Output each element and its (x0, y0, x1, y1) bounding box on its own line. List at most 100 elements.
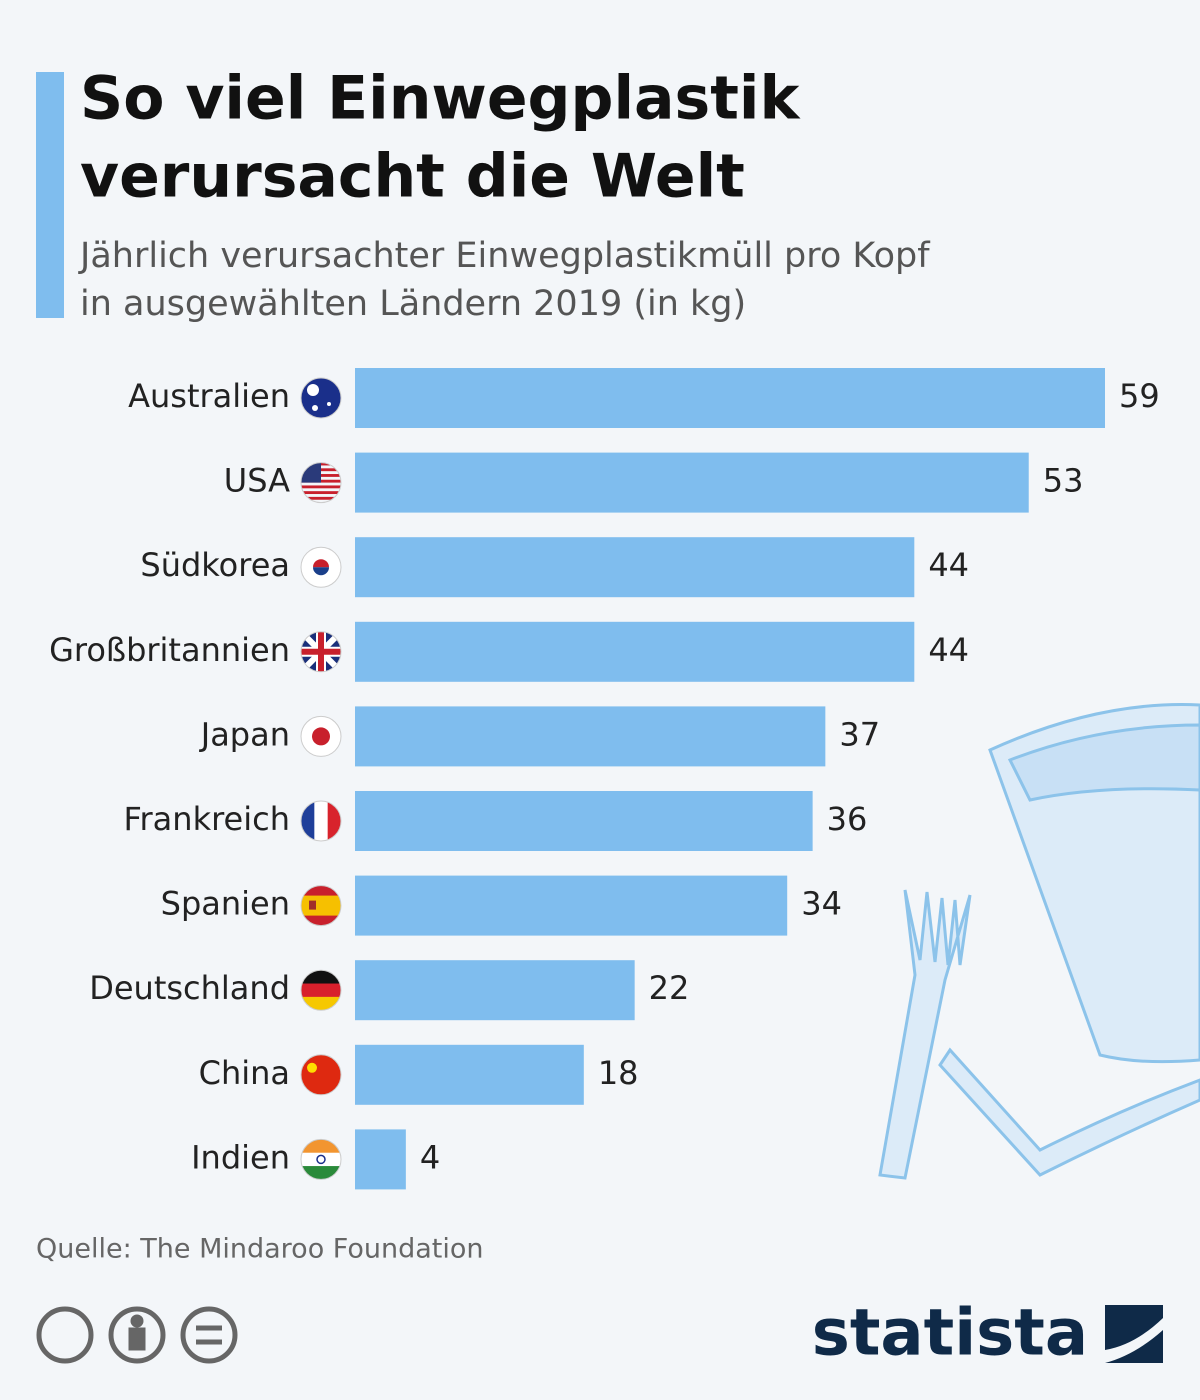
flag-part (301, 1152, 341, 1167)
flag-part (301, 996, 341, 1011)
value-label: 44 (928, 546, 969, 584)
flag-part (307, 384, 319, 396)
bar (355, 706, 826, 767)
flag-part (301, 895, 341, 907)
chart-title: So viel Einwegplastik (80, 64, 801, 134)
category-label: Südkorea (140, 546, 290, 584)
value-label: 59 (1119, 377, 1160, 415)
flag-clip (301, 885, 341, 926)
flag-border (300, 715, 342, 757)
chart-subtitle: Jährlich verursachter Einwegplastikmüll … (78, 236, 930, 276)
flag-part (316, 1154, 326, 1165)
flag-part (301, 905, 341, 917)
flag-part (313, 559, 329, 568)
flag-part (327, 402, 331, 406)
flag-border (300, 377, 342, 419)
flag (300, 1138, 342, 1180)
bar (355, 621, 915, 682)
flag-part (312, 727, 330, 746)
flag-part (301, 378, 341, 418)
flag-part (314, 801, 329, 841)
flag-clip (301, 970, 341, 1011)
flag-part (301, 631, 341, 672)
bar (355, 537, 915, 598)
flag-part (301, 983, 341, 998)
value-label: 44 (928, 631, 969, 669)
bar (355, 791, 813, 851)
bar (355, 875, 788, 936)
flag-part (301, 915, 341, 926)
bar (355, 452, 1029, 513)
flag-part (301, 485, 341, 489)
flag-border (300, 1138, 342, 1180)
flag-part (307, 1062, 317, 1073)
category-label: Großbritannien (49, 631, 290, 669)
flag-part (301, 1166, 341, 1180)
flag-clip (301, 1139, 341, 1180)
flag-clip (301, 716, 341, 757)
category-label: Spanien (161, 885, 290, 923)
flag-border (300, 969, 342, 1011)
brand: statista (812, 1297, 1088, 1371)
flag-part (301, 801, 315, 841)
accent-bar (36, 72, 64, 318)
value-label: 18 (598, 1054, 639, 1092)
flag-part (312, 405, 318, 411)
flag (300, 969, 342, 1011)
flag (300, 462, 342, 504)
value-label: 4 (420, 1138, 440, 1176)
category-label: USA (224, 462, 290, 500)
value-label: 53 (1043, 462, 1084, 500)
flag-clip (301, 1054, 341, 1095)
flag (300, 885, 342, 927)
flag (300, 631, 342, 673)
flag-part (301, 491, 341, 495)
flag-part (327, 801, 341, 841)
flag (300, 546, 342, 588)
flag-border (300, 1054, 342, 1096)
source: Quelle: The Mindaroo Foundation (36, 1234, 484, 1265)
flag (300, 715, 342, 757)
chart-subtitle: in ausgewählten Ländern 2019 (in kg) (80, 284, 746, 324)
flag-part (301, 1139, 341, 1154)
flag (300, 800, 342, 842)
bar (355, 960, 635, 1021)
category-label: Japan (199, 715, 290, 753)
flag (300, 1054, 342, 1096)
value-label: 36 (827, 800, 868, 838)
category-label: Australien (128, 377, 290, 415)
flag-part (313, 567, 329, 576)
flag-clip (301, 801, 341, 841)
bar (355, 1044, 584, 1105)
flag-clip (301, 547, 341, 588)
category-label: Deutschland (89, 969, 290, 1007)
flag-border (300, 546, 342, 588)
category-label: Indien (191, 1138, 290, 1176)
flag-part (309, 900, 316, 910)
flag (300, 377, 342, 419)
flag-border (300, 462, 342, 504)
chart-title: verursacht die Welt (80, 142, 745, 212)
flag-part (301, 496, 341, 500)
value-label: 37 (839, 715, 880, 753)
value-label: 22 (649, 969, 690, 1007)
decoration (878, 703, 1200, 1180)
flag-part (301, 1054, 341, 1095)
brand-logo (1105, 1305, 1163, 1363)
flag-part (301, 885, 341, 897)
flag-border (300, 631, 342, 673)
flag-clip (301, 378, 341, 418)
flag-border (300, 800, 342, 842)
bar (355, 368, 1105, 428)
category-label: China (199, 1054, 290, 1092)
value-label: 34 (801, 885, 842, 923)
flag-border (300, 885, 342, 927)
license-icons (36, 1306, 238, 1364)
category-label: Frankreich (123, 800, 290, 838)
bar (355, 1129, 406, 1190)
flag-clip (301, 462, 341, 500)
flag-part (301, 970, 341, 985)
flag-clip (301, 631, 341, 672)
